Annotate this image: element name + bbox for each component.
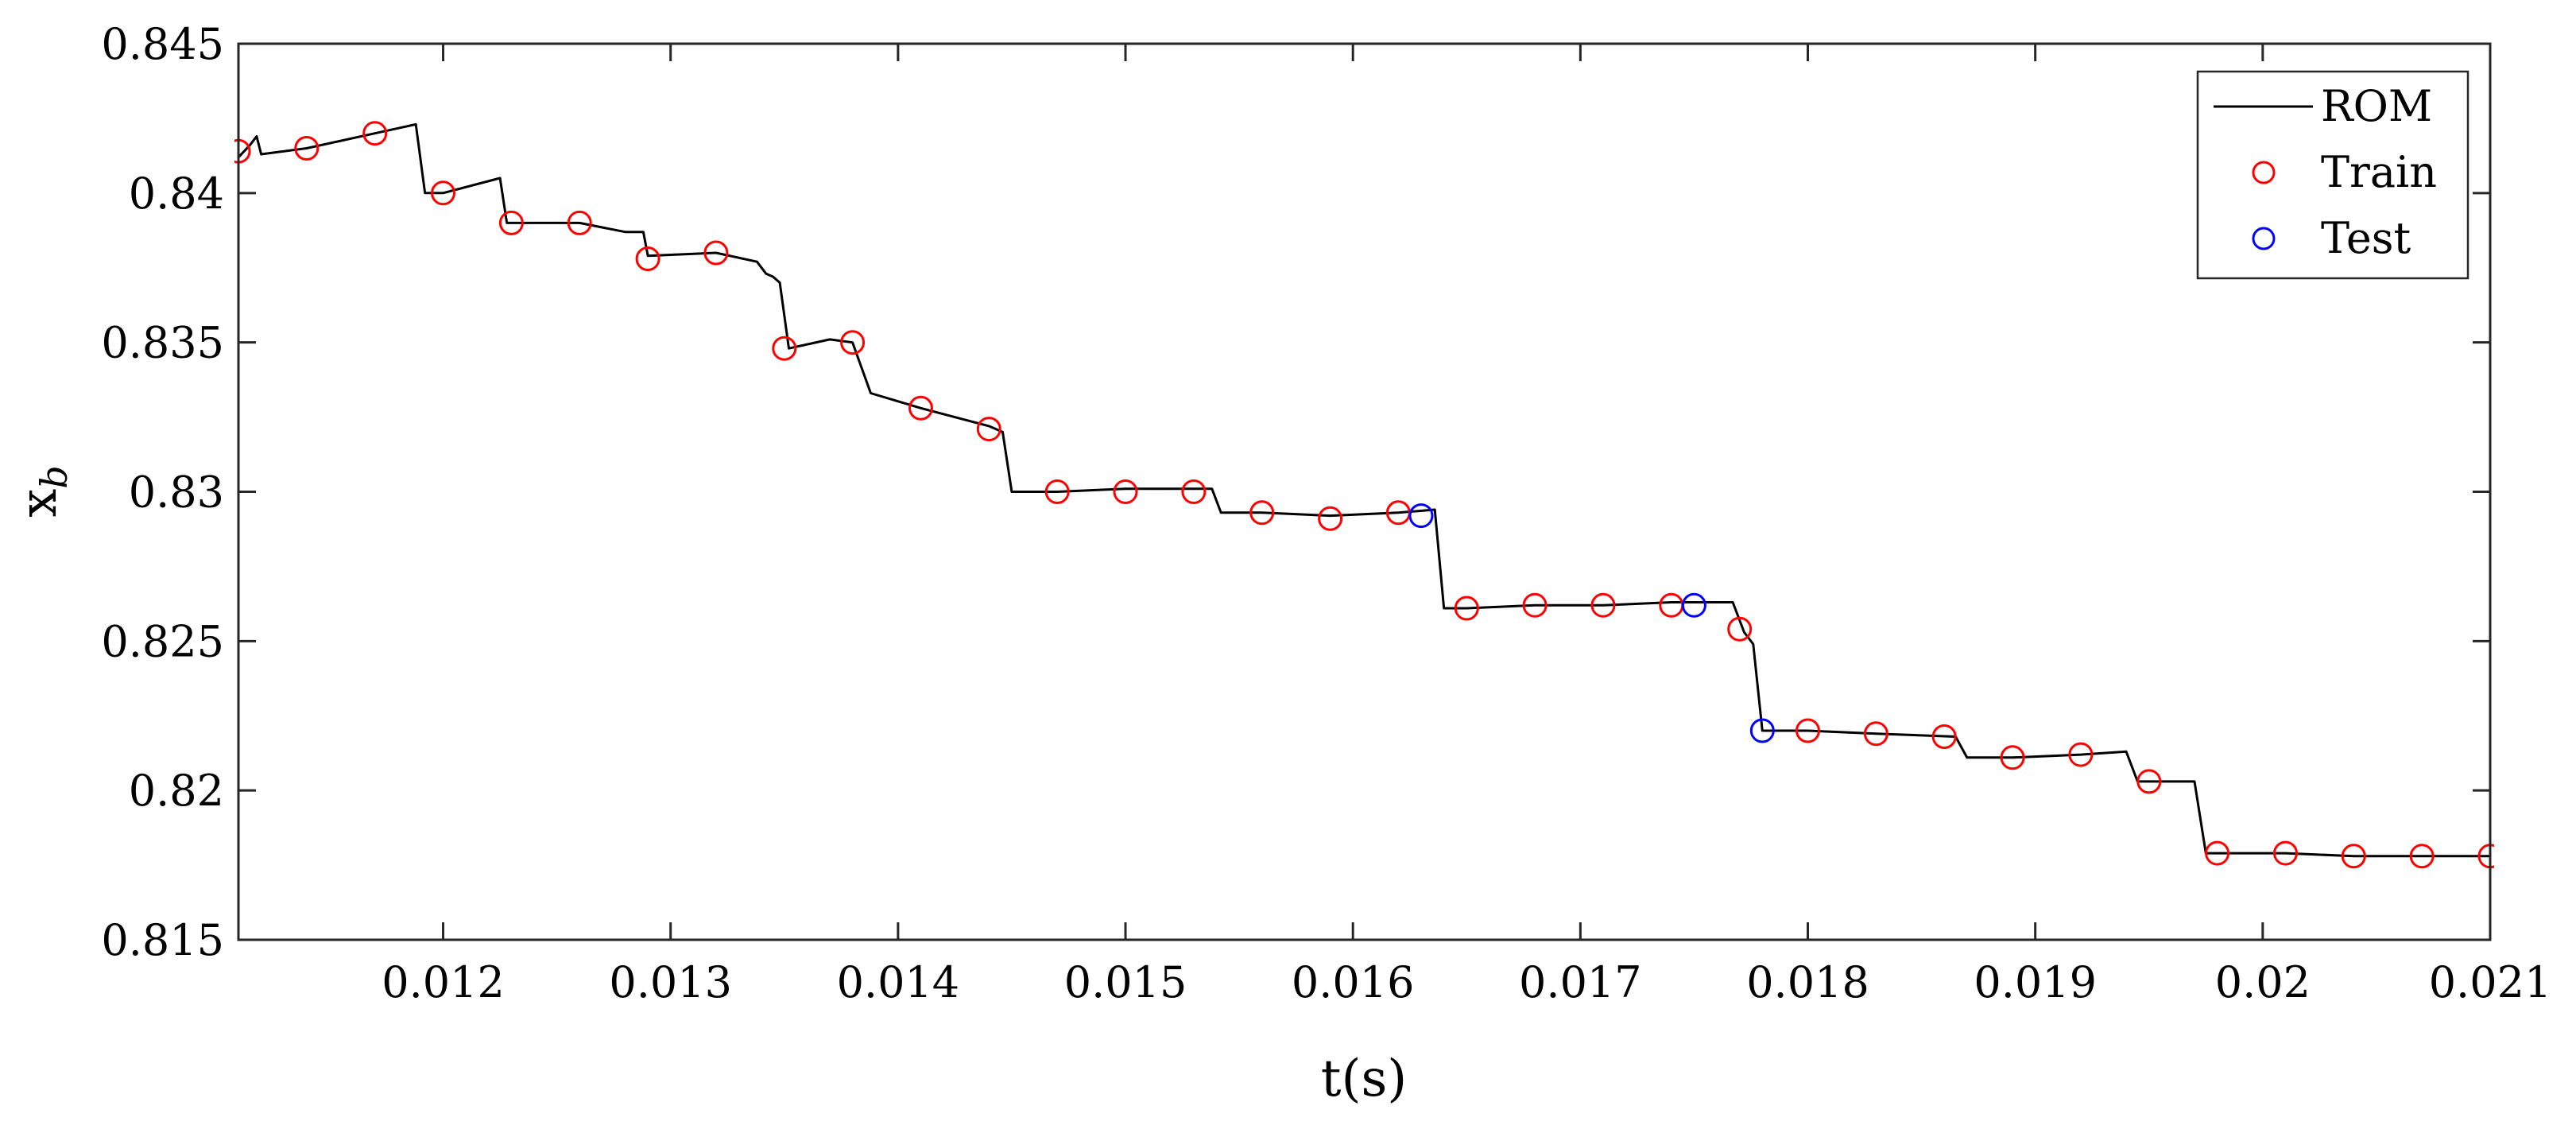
train-point bbox=[2000, 745, 2025, 770]
y-axis-label-main: x bbox=[10, 489, 68, 518]
train-point bbox=[1727, 616, 1753, 642]
train-point bbox=[1590, 592, 1616, 618]
train-point bbox=[2068, 742, 2094, 767]
train-point bbox=[976, 417, 1001, 442]
y-axis-label: xb bbox=[10, 465, 76, 518]
series-layer bbox=[234, 121, 2494, 869]
legend-label-test: Test bbox=[2321, 213, 2411, 263]
test-point bbox=[1408, 503, 1434, 529]
train-point bbox=[1454, 596, 1479, 621]
y-tick-label: 0.815 bbox=[101, 915, 224, 965]
y-tick-label: 0.82 bbox=[129, 766, 224, 816]
train-point bbox=[1318, 506, 1343, 531]
x-tick-label: 0.02 bbox=[2215, 957, 2311, 1007]
x-tick-label: 0.018 bbox=[1746, 957, 1869, 1007]
train-point bbox=[362, 121, 388, 146]
y-axis-label-subscript: b bbox=[33, 465, 76, 488]
x-tick-label: 0.016 bbox=[1292, 957, 1415, 1007]
test-point bbox=[1681, 592, 1706, 618]
y-tick-label: 0.835 bbox=[101, 318, 224, 368]
y-tick-label: 0.84 bbox=[129, 169, 224, 219]
train-point bbox=[1044, 479, 1070, 504]
x-tick-label: 0.019 bbox=[1974, 957, 2097, 1007]
train-point bbox=[1181, 479, 1207, 504]
train-point bbox=[1113, 479, 1138, 504]
y-tick-label: 0.83 bbox=[129, 468, 224, 518]
x-tick-label: 0.017 bbox=[1519, 957, 1642, 1007]
legend-swatch-test bbox=[2252, 227, 2276, 250]
x-tick-label: 0.013 bbox=[609, 957, 732, 1007]
train-point bbox=[1249, 500, 1275, 526]
x-tick-label: 0.014 bbox=[837, 957, 960, 1007]
plot-frame bbox=[237, 42, 2492, 941]
test-point bbox=[1749, 718, 1775, 743]
train-point bbox=[635, 246, 660, 271]
train-point bbox=[567, 210, 592, 235]
train-point bbox=[294, 136, 320, 161]
train-point bbox=[772, 336, 797, 361]
train-point bbox=[1522, 592, 1548, 618]
ticks-layer: 0.012 0.013 0.014 0.015 0.016 0.017 0.018 0.019… bbox=[101, 19, 2551, 1007]
train-point bbox=[908, 395, 933, 421]
legend-label-rom: ROM bbox=[2321, 81, 2432, 131]
train-point bbox=[1931, 724, 1957, 749]
x-tick-label: 0.015 bbox=[1064, 957, 1187, 1007]
plot-area bbox=[238, 44, 2490, 940]
train-point bbox=[2205, 840, 2230, 866]
y-tick-label: 0.845 bbox=[101, 19, 224, 69]
legend: ROM Train Test bbox=[2196, 70, 2469, 280]
train-point bbox=[431, 180, 455, 206]
train-point bbox=[2409, 844, 2435, 869]
train-point bbox=[2341, 844, 2366, 869]
train-point bbox=[2273, 840, 2298, 866]
x-tick-label: 0.012 bbox=[382, 957, 505, 1007]
train-point bbox=[498, 210, 524, 235]
x-tick-label: 0.021 bbox=[2429, 957, 2552, 1007]
series-line-rom bbox=[237, 122, 2490, 858]
legend-swatch-train bbox=[2252, 161, 2276, 184]
x-axis-label: t(s) bbox=[1321, 1050, 1408, 1108]
train-point bbox=[2136, 769, 2162, 794]
train-point bbox=[840, 330, 866, 355]
train-point bbox=[1795, 718, 1820, 743]
train-point bbox=[703, 240, 729, 266]
legend-label-train: Train bbox=[2321, 147, 2437, 197]
y-tick-label: 0.825 bbox=[101, 616, 224, 666]
train-point bbox=[1863, 721, 1888, 747]
